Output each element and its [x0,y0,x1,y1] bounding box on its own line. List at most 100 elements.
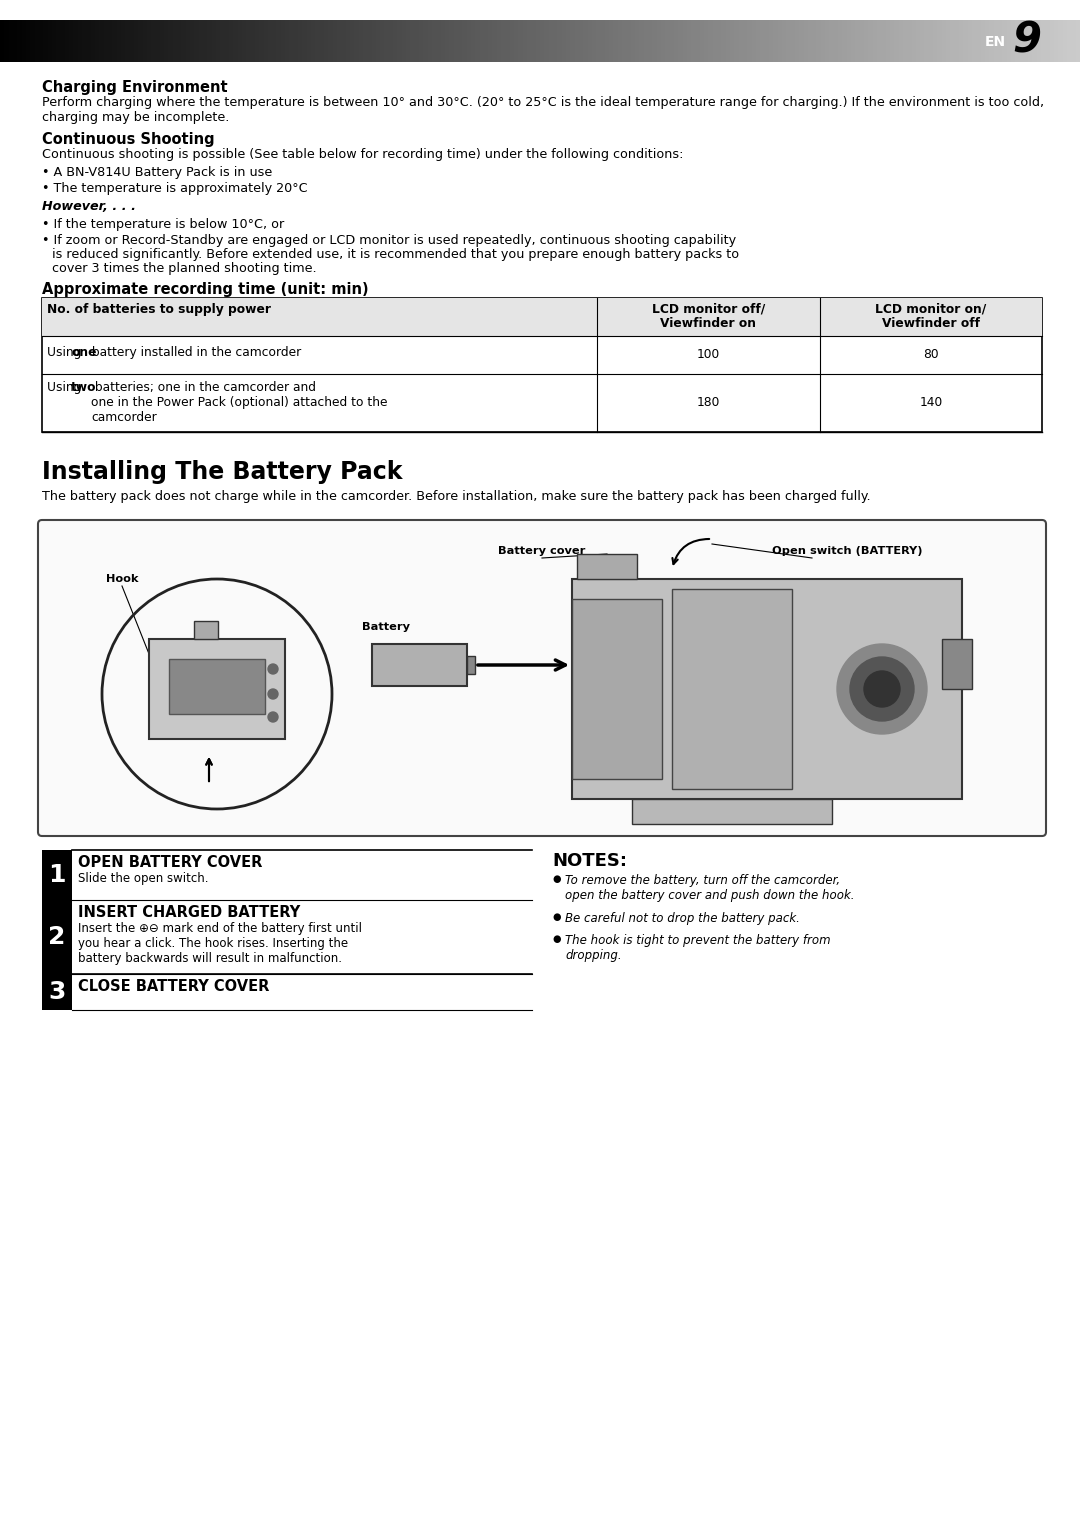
Bar [730,20,734,61]
Bar [199,20,203,61]
Bar [808,20,812,61]
Bar [415,20,419,61]
Bar [259,20,264,61]
Bar [168,20,173,61]
Text: 180: 180 [697,397,720,409]
Bar [436,20,441,61]
Bar [384,20,389,61]
Bar [799,20,804,61]
Bar [933,20,937,61]
Bar [354,20,359,61]
Bar [795,20,799,61]
Bar [134,20,138,61]
Bar [1007,20,1011,61]
Bar [687,20,691,61]
Text: 140: 140 [919,397,943,409]
Bar [968,20,972,61]
Bar [747,20,752,61]
Bar [998,20,1002,61]
Bar [570,20,575,61]
Bar [480,20,484,61]
Bar [229,20,233,61]
Bar [272,20,276,61]
Text: 9: 9 [1012,18,1041,61]
Bar [264,20,268,61]
Circle shape [864,671,900,707]
Text: NOTES:: NOTES: [552,852,627,871]
Bar [734,20,739,61]
Bar [26,20,30,61]
Text: Approximate recording time (unit: min): Approximate recording time (unit: min) [42,282,368,297]
Bar [864,20,868,61]
Text: 2: 2 [49,924,66,949]
Bar [782,20,786,61]
Bar [665,20,670,61]
Bar [683,20,687,61]
Bar [95,20,99,61]
Bar [566,20,570,61]
Bar [959,20,963,61]
Bar [704,20,708,61]
Bar [346,20,350,61]
Bar [1020,20,1024,61]
Bar [834,20,838,61]
Bar [577,553,637,579]
Bar [441,20,445,61]
Bar [868,20,873,61]
Bar [423,20,428,61]
Bar [60,20,65,61]
Bar [246,20,251,61]
Bar [670,20,674,61]
Bar [523,20,527,61]
Text: ●: ● [552,912,561,921]
Bar [981,20,985,61]
Bar [186,20,190,61]
Bar [225,20,229,61]
Text: LCD monitor on/
Viewfinder off: LCD monitor on/ Viewfinder off [876,302,987,330]
Text: batteries; one in the camcorder and
one in the Power Pack (optional) attached to: batteries; one in the camcorder and one … [91,382,388,425]
Circle shape [268,664,278,675]
Bar [363,20,367,61]
Bar [78,20,82,61]
Bar [708,20,713,61]
Bar [449,20,454,61]
Bar [315,20,320,61]
Bar [765,20,769,61]
Text: Using: Using [48,346,85,359]
Bar [289,20,294,61]
Bar [4,20,9,61]
Bar [168,659,265,714]
Bar [402,20,406,61]
Bar [721,20,726,61]
Bar [596,20,600,61]
Bar [672,589,792,789]
Circle shape [268,711,278,722]
Bar [600,20,605,61]
Bar [56,20,60,61]
Text: ●: ● [552,874,561,885]
Bar [674,20,678,61]
Text: To remove the battery, turn off the camcorder,
open the battery cover and push d: To remove the battery, turn off the camc… [565,874,854,901]
Bar [406,20,410,61]
Bar [108,20,112,61]
Bar [42,973,72,1010]
Bar [1054,20,1058,61]
Bar [773,20,778,61]
Text: • A BN-V814U Battery Pack is in use: • A BN-V814U Battery Pack is in use [42,166,272,179]
Bar [484,20,488,61]
Bar [43,20,48,61]
Bar [1028,20,1032,61]
Text: 80: 80 [923,348,939,362]
Bar [510,20,514,61]
Text: Be careful not to drop the battery pack.: Be careful not to drop the battery pack. [565,912,800,924]
Bar [112,20,117,61]
Bar [467,656,475,675]
Bar [756,20,760,61]
Bar [514,20,518,61]
Bar [743,20,747,61]
Bar [467,20,471,61]
Bar [631,20,635,61]
Bar [985,20,989,61]
Bar [462,20,467,61]
Bar [626,20,631,61]
